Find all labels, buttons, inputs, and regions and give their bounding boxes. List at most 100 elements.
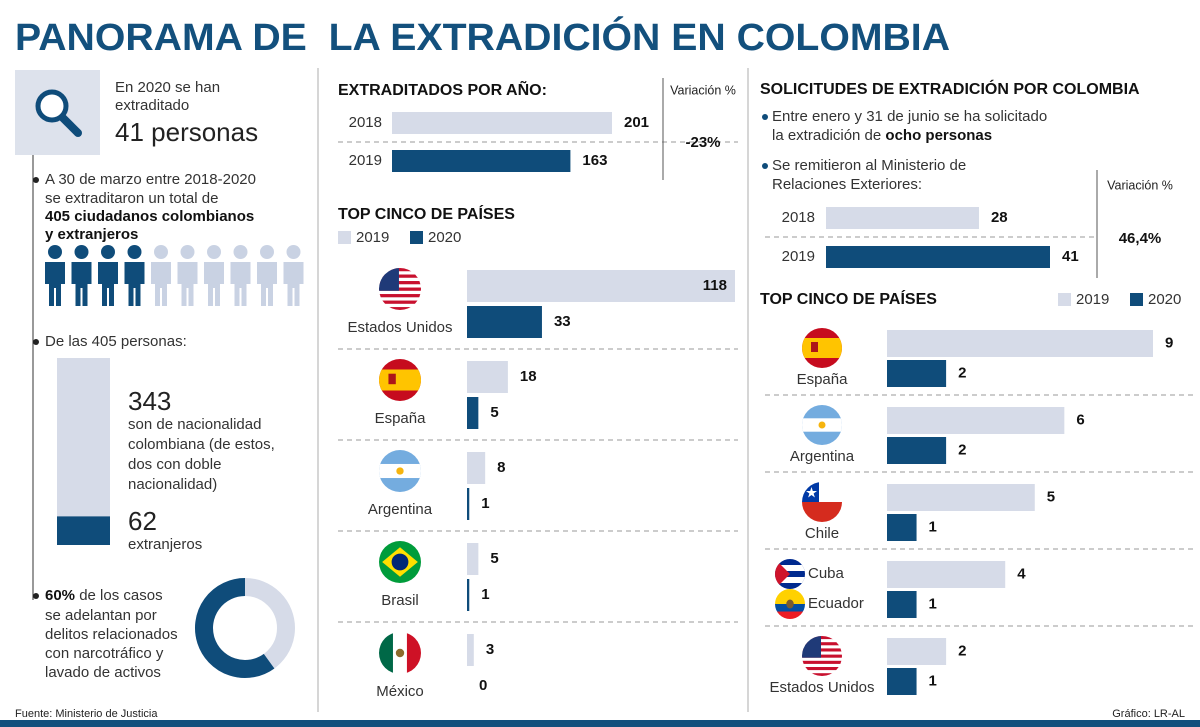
- flag: [379, 359, 421, 401]
- flag: [379, 632, 421, 674]
- category-label: Argentina: [790, 448, 855, 465]
- person-icon: [283, 245, 304, 306]
- flag: [379, 541, 421, 583]
- segment-value: 62: [128, 506, 157, 536]
- stacked-segment: [57, 516, 110, 545]
- category-label: México: [376, 683, 424, 700]
- variation-label: Variación %: [1107, 178, 1173, 192]
- value-label: 201: [624, 114, 649, 131]
- flag: [802, 405, 842, 445]
- value-label: 6: [1076, 411, 1084, 428]
- value-label: 1: [481, 586, 489, 603]
- category-label: Estados Unidos: [769, 679, 874, 696]
- legend-label: 2020: [428, 229, 461, 246]
- note-line: la extradición de: [772, 127, 881, 144]
- person-icon: [204, 245, 224, 306]
- value-label: 28: [991, 209, 1008, 226]
- person-icon: [98, 245, 118, 306]
- person-icon: [71, 245, 92, 306]
- bar: [467, 634, 474, 666]
- variation-label: Variación %: [670, 83, 736, 97]
- person-body: [257, 262, 277, 306]
- legend-label: 2020: [1148, 291, 1181, 308]
- person-icon: [177, 245, 198, 306]
- person-head: [233, 245, 248, 259]
- donut-slice: [195, 578, 275, 678]
- note-line: Entre enero y 31 de junio se ha solicita…: [772, 108, 1047, 125]
- segment-description: son de nacionalidad: [128, 416, 261, 433]
- person-body: [177, 262, 198, 306]
- stacked-segment: [57, 358, 110, 517]
- person-icon: [151, 245, 171, 306]
- value-label: 2: [958, 364, 966, 381]
- note-text: Entre enero y 31 de junio se ha solicita…: [772, 108, 1047, 125]
- person-head: [127, 245, 142, 259]
- segment-description: dos con doble: [128, 456, 221, 473]
- total-text: se extraditaron un total de: [45, 190, 218, 207]
- bar: [887, 638, 947, 665]
- category-label: Ecuador: [808, 595, 864, 612]
- flag: [802, 636, 842, 676]
- value-label: 33: [554, 313, 571, 330]
- person-head: [207, 245, 221, 259]
- bar: [467, 270, 735, 302]
- category-label: Cuba: [808, 565, 845, 582]
- bar: [887, 561, 1006, 588]
- flag: [379, 268, 421, 310]
- chart-title: SOLICITUDES DE EXTRADICIÓN POR COLOMBIA: [760, 79, 1140, 98]
- value-label: 18: [520, 368, 537, 385]
- value-label: 5: [1047, 488, 1055, 505]
- flag: [802, 328, 842, 368]
- bar: [887, 514, 917, 541]
- value-label: 1: [929, 672, 937, 689]
- value-label: 41: [1062, 248, 1079, 265]
- value-label: 1: [481, 495, 489, 512]
- flag: [379, 450, 421, 492]
- donut-text: 60% de los casos: [45, 587, 163, 604]
- person-body: [45, 262, 65, 306]
- value-label: 2: [958, 441, 966, 458]
- person-body: [71, 262, 92, 306]
- legend-label: 2019: [1076, 291, 1109, 308]
- person-body: [283, 262, 304, 306]
- flag: [775, 559, 805, 589]
- person-body: [98, 262, 118, 306]
- person-head: [286, 245, 301, 259]
- bar: [467, 488, 470, 520]
- total-text: A 30 de marzo entre 2018-2020: [45, 171, 256, 188]
- donut-text-line: de los casos: [79, 587, 162, 604]
- people-icons: [45, 245, 304, 306]
- donut-text: delitos relacionados: [45, 626, 178, 643]
- chart-title: EXTRADITADOS POR AÑO:: [338, 79, 547, 99]
- legend-swatch: [1130, 293, 1143, 306]
- value-label: 3: [486, 641, 494, 658]
- note-bold: ocho personas: [885, 127, 992, 144]
- value-label: 5: [490, 550, 498, 567]
- bar: [467, 452, 486, 484]
- note-text: la extradición de ocho personas: [772, 127, 992, 144]
- person-head: [74, 245, 89, 259]
- variation-value: -23%: [685, 134, 720, 151]
- person-head: [260, 245, 274, 259]
- person-body: [230, 262, 251, 306]
- person-head: [154, 245, 168, 259]
- note-bullet: [762, 163, 768, 169]
- category-label: 2019: [349, 152, 382, 169]
- variation-value: 46,4%: [1119, 230, 1162, 247]
- category-label: Argentina: [368, 501, 433, 518]
- note-line: Relaciones Exteriores:: [772, 176, 922, 193]
- value-label: 2: [958, 642, 966, 659]
- segment-value: 343: [128, 386, 171, 416]
- page-title: PANORAMA DE LA EXTRADICIÓN EN COLOMBIA: [15, 15, 950, 59]
- category-label: España: [375, 410, 427, 427]
- legend-swatch: [338, 231, 351, 244]
- person-body: [151, 262, 171, 306]
- category-label: 2018: [782, 209, 815, 226]
- intro-highlight: 41 personas: [115, 117, 258, 147]
- intro-text: En 2020 se han: [115, 79, 220, 96]
- credit: Gráfico: LR-AL: [1112, 708, 1185, 720]
- donut-value-label: 60%: [45, 587, 75, 604]
- person-head: [48, 245, 62, 259]
- bar: [887, 360, 947, 387]
- category-label: España: [797, 371, 849, 388]
